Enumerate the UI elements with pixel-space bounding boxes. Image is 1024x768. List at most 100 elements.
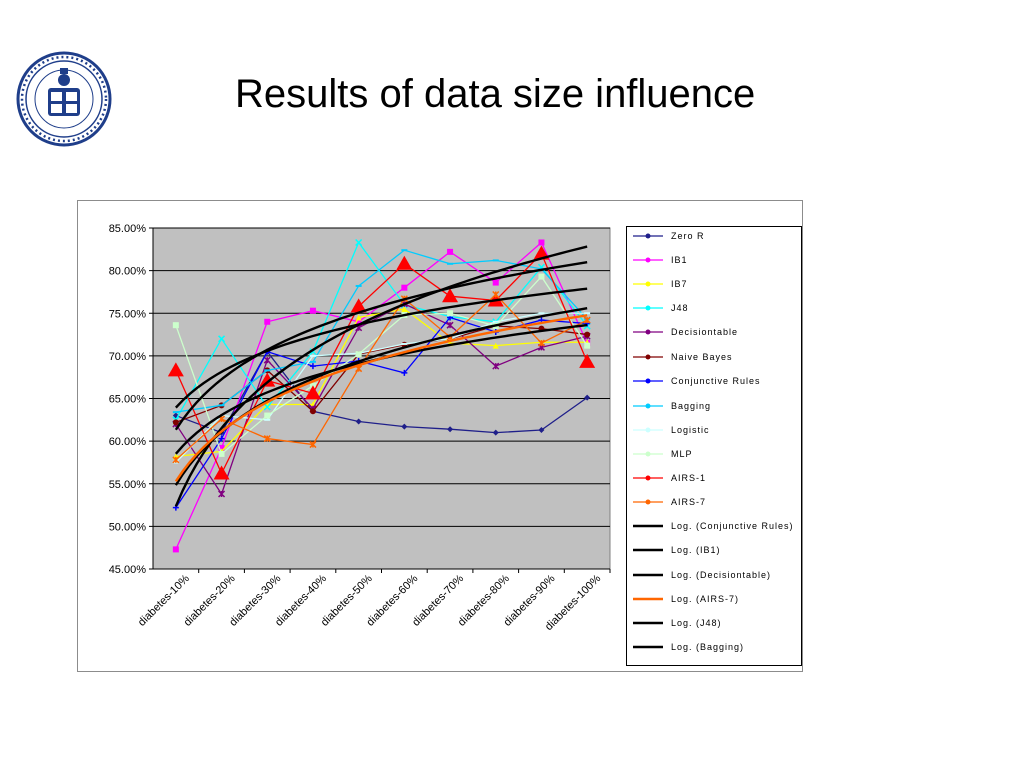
y-tick-label: 65.00% (109, 394, 147, 406)
point-decisiontable (263, 356, 271, 364)
point-conjunctive-rules (309, 363, 316, 370)
point-airs-7 (537, 339, 545, 347)
legend-label: Log. (Bagging) (671, 642, 745, 652)
point-ib1 (447, 248, 454, 255)
point-airs-1 (213, 465, 230, 480)
point-airs-7 (583, 316, 591, 324)
point-airs-7 (309, 441, 317, 449)
legend-swatch (633, 621, 663, 625)
point-zeror (447, 426, 454, 433)
point-conjunctive-rules (401, 369, 408, 376)
line-chart: 45.00% 50.00% 55.00% 60.00% 65.00% 70.00% 75.0… (109, 223, 611, 633)
legend-swatch (633, 573, 663, 577)
point-zeror (355, 418, 362, 425)
legend-swatch (633, 257, 663, 263)
point-ib1 (172, 546, 179, 553)
point-ib1 (309, 307, 316, 314)
legend-label: Bagging (671, 401, 712, 411)
point-airs-1 (259, 372, 276, 387)
point-ib7 (492, 342, 499, 349)
legend-swatch (633, 597, 663, 601)
legend-label: MLP (671, 449, 693, 459)
point-airs-1 (533, 245, 550, 260)
point-airs-7 (263, 435, 271, 443)
point-zeror (401, 423, 408, 430)
legend-swatch (633, 281, 663, 287)
legend-swatch (633, 403, 663, 409)
series-line-airs-7 (175, 293, 588, 461)
point-mlp (584, 342, 591, 349)
y-tick-label: 50.00% (109, 521, 147, 533)
legend-label: J48 (671, 303, 689, 313)
point-naive-bayes (584, 331, 591, 338)
legend-label: Logistic (671, 425, 710, 435)
legend-label: IB1 (671, 255, 688, 265)
chart-frame: 45.00% 50.00% 55.00% 60.00% 65.00% 70.00% 75.0… (77, 200, 803, 672)
point-j48 (263, 403, 271, 411)
point-zeror (538, 427, 545, 434)
legend-label: Log. (AIRS-7) (671, 594, 740, 604)
point-ib1 (401, 284, 408, 291)
legend-swatch (633, 329, 663, 335)
legend-label: Conjunctive Rules (671, 376, 761, 386)
legend-swatch (633, 475, 663, 481)
legend-label: Log. (Decisiontable) (671, 570, 772, 580)
point-airs-1 (304, 385, 321, 400)
point-zeror (584, 394, 591, 401)
legend-label: AIRS-1 (671, 473, 707, 483)
point-ib7 (355, 314, 362, 321)
legend-swatch (633, 548, 663, 552)
point-ib1 (355, 318, 362, 325)
point-airs-1 (167, 362, 184, 377)
point-mlp (264, 412, 271, 419)
point-zeror (492, 429, 499, 436)
legend-swatch (633, 305, 663, 311)
point-mlp (447, 310, 454, 317)
legend-swatch (633, 427, 663, 433)
point-j48 (218, 335, 226, 343)
legend-label: AIRS-7 (671, 497, 707, 507)
legend-swatch (633, 378, 663, 384)
point-ib1 (538, 239, 545, 246)
legend-label: IB7 (671, 279, 688, 289)
y-tick-label: 85.00% (109, 223, 147, 235)
point-decisiontable (218, 490, 226, 498)
trendline-bagging (174, 260, 588, 431)
point-conjunctive-rules (218, 435, 225, 442)
point-mlp (218, 450, 225, 457)
legend-swatch (633, 233, 663, 239)
legend-swatch (633, 499, 663, 505)
point-airs-1 (579, 353, 596, 368)
point-airs-1 (442, 288, 459, 303)
point-airs-1 (396, 255, 413, 270)
legend-label: Decisiontable (671, 327, 739, 337)
point-mlp (538, 273, 545, 280)
legend-swatch (633, 645, 663, 649)
point-airs-7 (172, 456, 180, 464)
slide-title: Results of data size influence (235, 72, 756, 116)
legend-swatch (633, 354, 663, 360)
legend-label: Log. (IB1) (671, 545, 721, 555)
y-tick-label: 55.00% (109, 479, 147, 491)
point-airs-7 (492, 290, 500, 299)
point-ib1 (264, 318, 271, 325)
university-seal-logo (15, 50, 113, 148)
point-naive-bayes (172, 419, 179, 426)
trendline-airs-7 (174, 314, 588, 483)
point-decisiontable (492, 362, 500, 370)
point-airs-1 (350, 298, 367, 313)
point-ib1 (492, 279, 499, 286)
point-ib7 (401, 305, 408, 312)
point-j48 (355, 238, 363, 247)
point-mlp (355, 351, 362, 358)
legend-swatch (633, 451, 663, 457)
series-line-airs-1 (175, 252, 588, 476)
legend-swatch (633, 524, 663, 528)
point-decisiontable (446, 321, 454, 329)
series-line-j48 (175, 241, 588, 421)
y-tick-label: 80.00% (109, 266, 147, 278)
legend-label: Zero R (671, 231, 705, 241)
trendline-j48 (174, 287, 588, 409)
y-tick-label: 70.00% (109, 351, 147, 363)
y-tick-label: 60.00% (109, 436, 147, 448)
